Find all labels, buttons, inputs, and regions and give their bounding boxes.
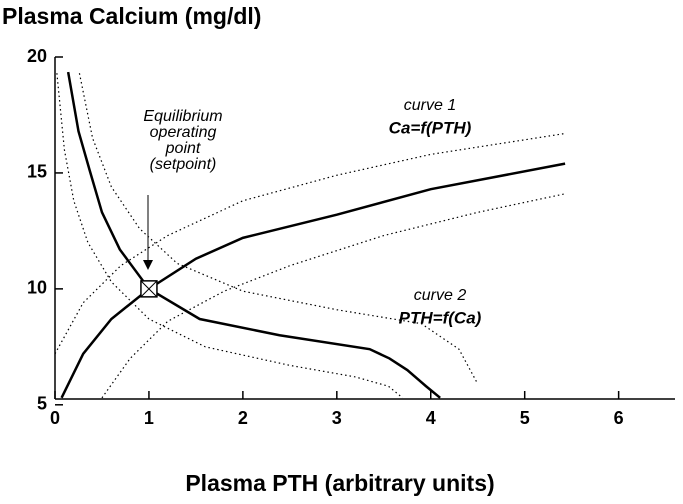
x-tick-label: 2	[238, 408, 248, 428]
annotation: operating	[150, 124, 217, 141]
x-axis-title: Plasma PTH (arbitrary units)	[185, 470, 494, 496]
curve	[60, 162, 566, 399]
annotation: curve 1	[404, 97, 456, 114]
curve	[54, 132, 566, 355]
annotation: PTH=f(Ca)	[399, 308, 482, 327]
x-tick-label: 1	[144, 408, 154, 428]
annotation: Equilibrium	[143, 108, 222, 125]
x-tick-label: 4	[426, 408, 436, 428]
curve	[78, 73, 479, 385]
annotation: point	[165, 140, 201, 157]
curve	[66, 71, 441, 399]
y-tick-label: 15	[27, 162, 47, 182]
annotation: Ca=f(PTH)	[389, 118, 472, 137]
x-tick-label: 3	[332, 408, 342, 428]
x-tick-label: 6	[614, 408, 624, 428]
x-tick-label: 5	[520, 408, 530, 428]
y-tick-label: 5	[37, 394, 47, 414]
y-tick-label: 10	[27, 278, 47, 298]
y-tick-label: 20	[27, 46, 47, 66]
annotation: curve 2	[414, 287, 467, 304]
curve	[101, 193, 566, 399]
x-tick-label: 0	[50, 408, 60, 428]
annotation: (setpoint)	[150, 156, 217, 173]
arrow-head	[143, 260, 153, 270]
curve	[56, 73, 403, 399]
chart-title: Plasma Calcium (mg/dl)	[2, 3, 261, 29]
setpoint-cross	[140, 280, 158, 298]
